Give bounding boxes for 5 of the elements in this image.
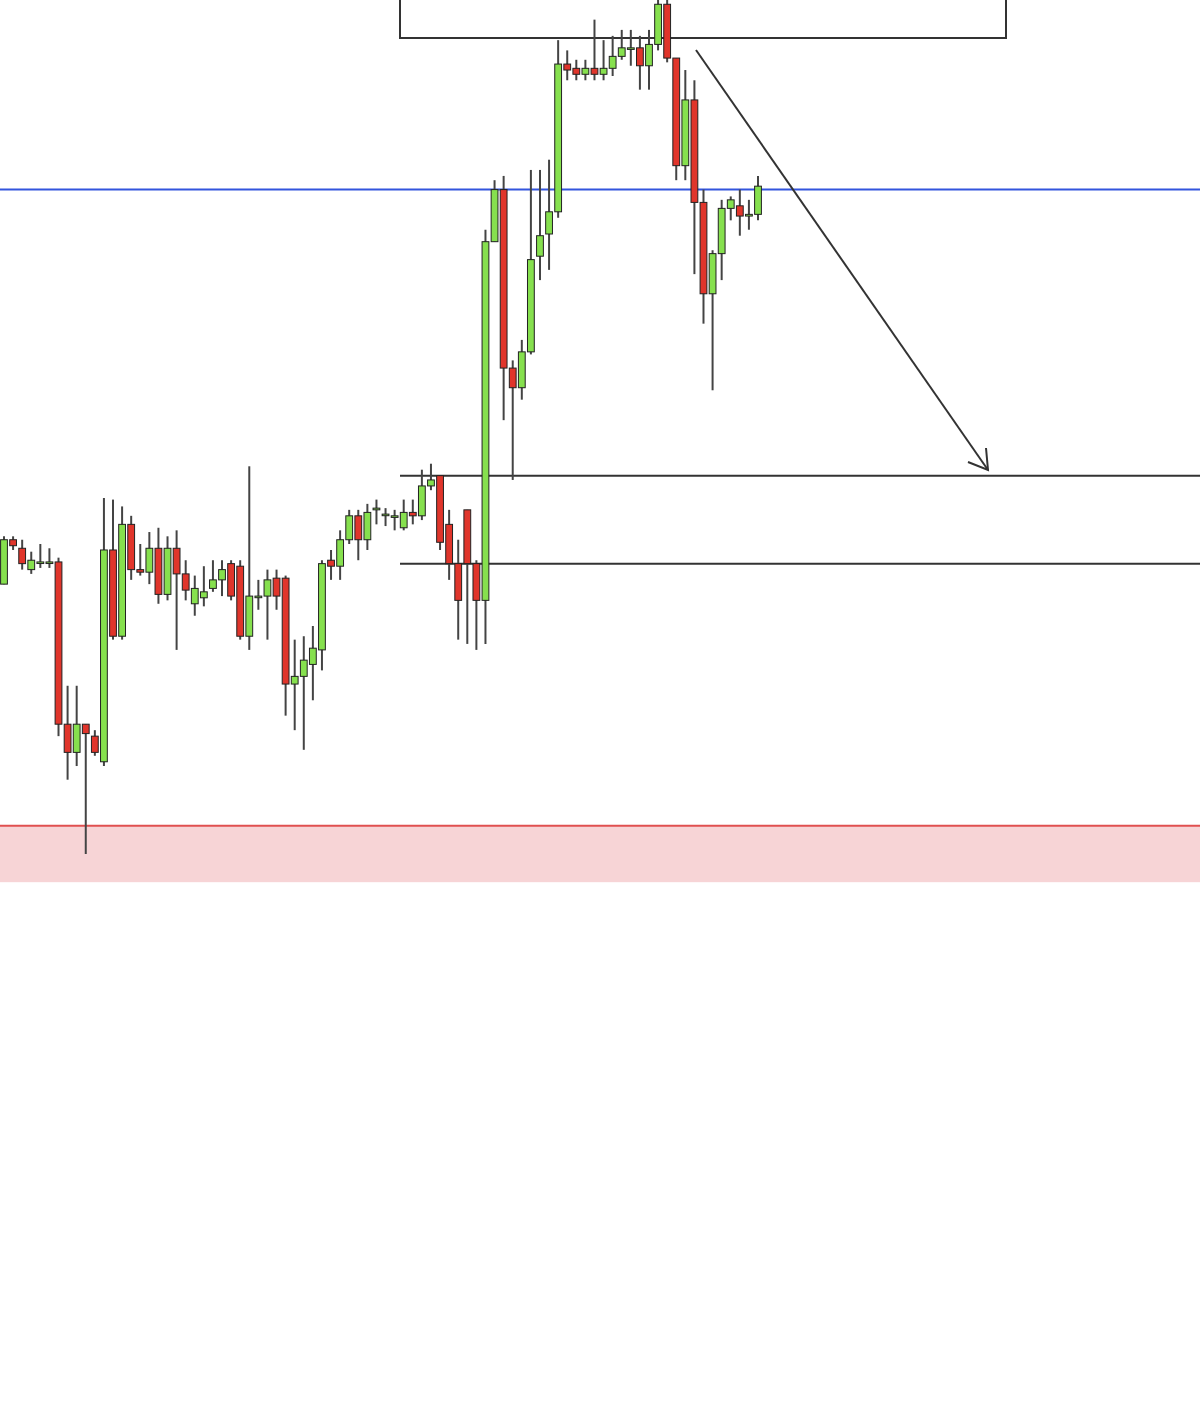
- candlestick: [536, 168, 544, 282]
- candlestick: [81, 723, 90, 855]
- candlestick: [372, 498, 381, 526]
- candlestick: [199, 565, 208, 608]
- candlestick: [18, 538, 27, 571]
